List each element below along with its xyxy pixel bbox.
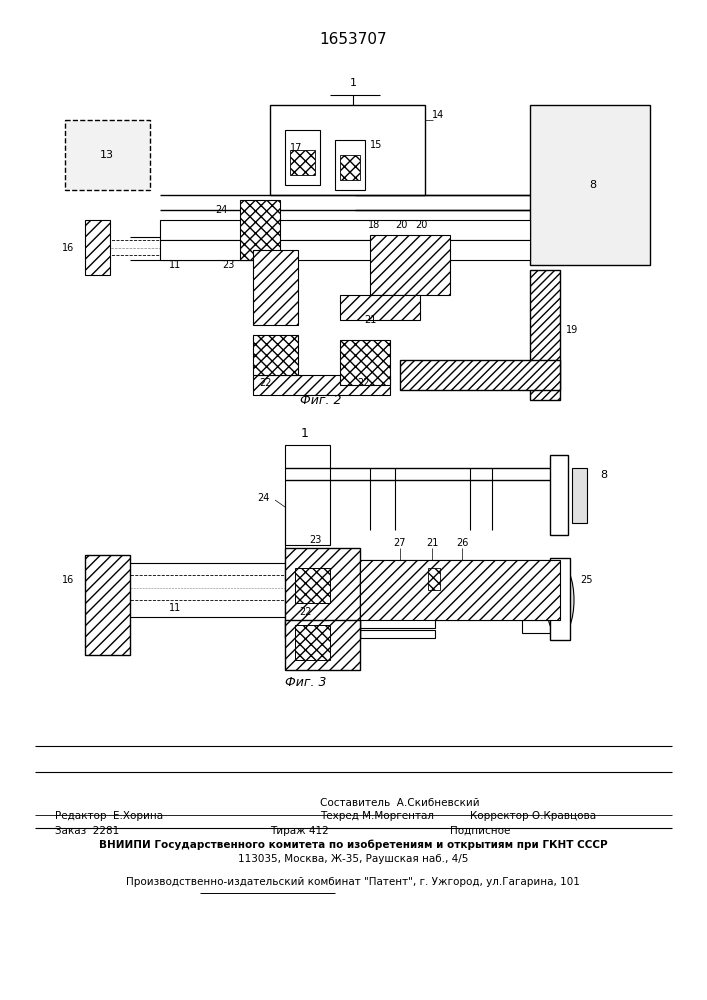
Bar xyxy=(550,455,568,535)
Text: 26: 26 xyxy=(456,538,468,548)
Bar xyxy=(360,618,435,628)
Text: Фиг. 2: Фиг. 2 xyxy=(300,393,341,406)
Text: Техред М.Моргентал: Техред М.Моргентал xyxy=(320,811,434,821)
Text: 17: 17 xyxy=(290,143,303,153)
Bar xyxy=(290,150,315,175)
Bar xyxy=(370,235,450,295)
Bar xyxy=(285,600,560,620)
Bar xyxy=(253,335,298,375)
Bar xyxy=(285,548,360,638)
Bar xyxy=(335,140,365,190)
Text: 8: 8 xyxy=(600,470,607,480)
Text: 11: 11 xyxy=(169,603,181,613)
Text: 13: 13 xyxy=(100,150,114,160)
Text: 1: 1 xyxy=(349,78,356,88)
Bar xyxy=(522,565,550,633)
Text: 19: 19 xyxy=(566,325,578,335)
Text: 15: 15 xyxy=(370,140,382,150)
Text: 11: 11 xyxy=(169,260,181,270)
Text: 24: 24 xyxy=(216,205,228,215)
Text: Редактор  Е.Хорина: Редактор Е.Хорина xyxy=(55,811,163,821)
Text: 22: 22 xyxy=(259,378,271,388)
Text: Заказ  2281: Заказ 2281 xyxy=(55,826,119,836)
Text: 21: 21 xyxy=(426,538,438,548)
Text: 23: 23 xyxy=(309,535,321,545)
Bar xyxy=(253,250,298,325)
Bar xyxy=(295,625,330,660)
Bar xyxy=(160,220,530,240)
Bar xyxy=(530,105,650,265)
Bar xyxy=(340,155,360,180)
Bar xyxy=(572,468,587,523)
Text: Подписное: Подписное xyxy=(450,826,510,836)
Bar xyxy=(85,555,130,655)
Bar xyxy=(340,340,390,385)
Bar xyxy=(240,200,280,260)
Text: Корректор О.Кравцова: Корректор О.Кравцова xyxy=(470,811,596,821)
Text: Тираж 412: Тираж 412 xyxy=(270,826,329,836)
Text: ВНИИПИ Государственного комитета по изобретениям и открытиям при ГКНТ СССР: ВНИИПИ Государственного комитета по изоб… xyxy=(99,840,607,850)
Bar xyxy=(550,558,570,640)
Bar xyxy=(428,568,440,590)
Bar xyxy=(285,560,560,580)
Text: Фиг. 3: Фиг. 3 xyxy=(285,676,327,690)
Text: 22: 22 xyxy=(299,607,311,617)
Bar xyxy=(285,130,320,185)
Bar xyxy=(360,630,435,638)
Text: 21: 21 xyxy=(364,315,376,325)
Text: 24: 24 xyxy=(257,493,270,503)
Text: 20: 20 xyxy=(395,220,407,230)
Text: 8: 8 xyxy=(590,180,597,190)
Text: 113035, Москва, Ж-35, Раушская наб., 4/5: 113035, Москва, Ж-35, Раушская наб., 4/5 xyxy=(238,854,468,864)
Bar xyxy=(65,120,150,190)
Bar xyxy=(85,220,110,275)
Text: 18: 18 xyxy=(368,220,380,230)
Text: 20: 20 xyxy=(415,220,427,230)
Bar xyxy=(340,295,420,320)
Bar xyxy=(253,375,390,395)
Ellipse shape xyxy=(88,560,126,650)
Text: 1653707: 1653707 xyxy=(319,32,387,47)
Text: 25: 25 xyxy=(580,575,592,585)
Ellipse shape xyxy=(546,564,574,636)
Text: Составитель  А.Скибневский: Составитель А.Скибневский xyxy=(320,798,479,808)
Text: 27: 27 xyxy=(394,538,407,548)
Text: 23: 23 xyxy=(223,260,235,270)
Text: 14: 14 xyxy=(432,110,444,120)
Bar xyxy=(530,270,560,400)
Bar xyxy=(400,360,560,390)
Bar xyxy=(295,568,330,603)
Text: Производственно-издательский комбинат "Патент", г. Ужгород, ул.Гагарина, 101: Производственно-издательский комбинат "П… xyxy=(126,877,580,887)
Text: 22: 22 xyxy=(357,378,369,388)
Bar xyxy=(270,105,425,195)
Bar xyxy=(160,240,530,260)
Bar xyxy=(285,445,330,545)
Bar xyxy=(285,620,360,670)
Text: 16: 16 xyxy=(62,575,74,585)
Ellipse shape xyxy=(86,223,108,273)
Text: 1: 1 xyxy=(301,427,309,440)
Text: 16: 16 xyxy=(62,243,74,253)
Bar xyxy=(360,560,560,620)
